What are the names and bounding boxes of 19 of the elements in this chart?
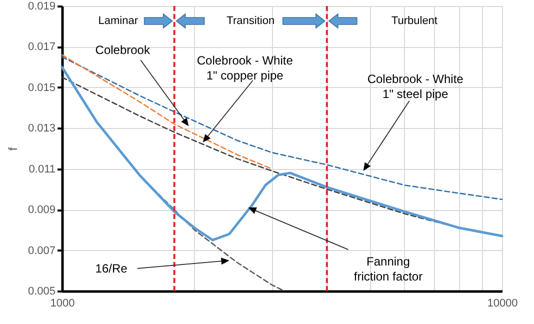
y-tick-label: 0.015 bbox=[28, 82, 56, 94]
y-tick-label: 0.005 bbox=[28, 286, 56, 298]
annotation: 16/Re bbox=[95, 261, 128, 276]
annotation: Colebrook - White 1" copper pipe bbox=[196, 53, 294, 82]
x-tick-label: 10000 bbox=[487, 298, 518, 310]
y-tick-label: 0.017 bbox=[28, 41, 56, 54]
annotation: Turbulent bbox=[391, 15, 438, 27]
annotation: Laminar bbox=[98, 15, 138, 27]
y-axis-title: f bbox=[6, 146, 20, 151]
y-tick-label: 0.007 bbox=[28, 244, 56, 257]
annotation: Colebrook bbox=[95, 43, 151, 58]
annotation: Fanning friction factor bbox=[354, 254, 423, 284]
y-tick-label: 0.013 bbox=[28, 122, 56, 135]
y-tick-label: 0.019 bbox=[28, 0, 56, 12]
x-tick-label: 1000 bbox=[50, 298, 75, 310]
y-tick-label: 0.009 bbox=[28, 204, 56, 216]
annotation: Transition bbox=[226, 15, 275, 27]
annotation: Colebrook - White 1" steel pipe bbox=[367, 72, 464, 101]
y-tick-label: 0.011 bbox=[28, 163, 56, 176]
